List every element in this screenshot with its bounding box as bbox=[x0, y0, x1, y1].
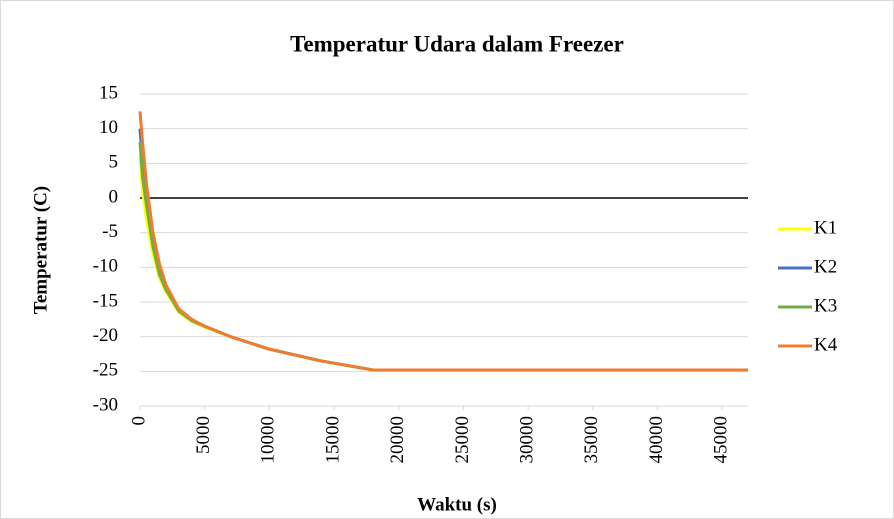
y-tick-label: -20 bbox=[93, 325, 118, 346]
x-tick-label: 5000 bbox=[193, 416, 214, 454]
y-tick-label: -15 bbox=[93, 290, 118, 311]
x-tick-label: 45000 bbox=[710, 416, 731, 464]
x-tick-label: 25000 bbox=[452, 416, 473, 464]
y-tick-label: 15 bbox=[99, 82, 118, 103]
y-tick-label: -10 bbox=[93, 256, 118, 277]
legend-label: K1 bbox=[814, 217, 837, 238]
chart-title: Temperatur Udara dalam Freezer bbox=[290, 31, 624, 56]
y-tick-label: 10 bbox=[99, 117, 118, 138]
y-axis-label: Temperatur (C) bbox=[30, 186, 51, 314]
x-axis-label: Waktu (s) bbox=[417, 494, 497, 515]
x-tick-label: 10000 bbox=[258, 416, 279, 464]
series-line bbox=[138, 111, 748, 372]
y-tick-label: -25 bbox=[93, 360, 118, 381]
y-tick-label: -5 bbox=[102, 221, 118, 242]
x-tick-label: 20000 bbox=[387, 416, 408, 464]
y-tick-label: 0 bbox=[109, 186, 119, 207]
y-tick-label: 5 bbox=[109, 152, 119, 173]
legend-label: K3 bbox=[814, 295, 837, 316]
x-tick-label: 15000 bbox=[322, 416, 343, 464]
x-tick-label: 35000 bbox=[581, 416, 602, 464]
y-tick-label: -30 bbox=[93, 394, 118, 415]
x-tick-label: 30000 bbox=[516, 416, 537, 464]
legend-label: K4 bbox=[814, 334, 838, 355]
x-tick-label: 40000 bbox=[646, 416, 667, 464]
legend-label: K2 bbox=[814, 256, 837, 277]
x-tick-label: 0 bbox=[128, 416, 149, 426]
